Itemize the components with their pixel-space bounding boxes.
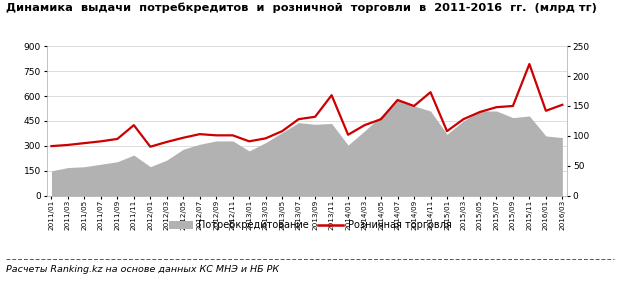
Text: Расчеты Ranking.kz на основе данных КС МНЭ и НБ РК: Расчеты Ranking.kz на основе данных КС М… bbox=[6, 265, 280, 274]
Text: Динамика  выдачи  потребкредитов  и  розничной  торговли  в  2011-2016  гг.  (мл: Динамика выдачи потребкредитов и розничн… bbox=[6, 3, 597, 13]
Legend: Потребкредитование, Розничная торговля: Потребкредитование, Розничная торговля bbox=[165, 216, 455, 234]
